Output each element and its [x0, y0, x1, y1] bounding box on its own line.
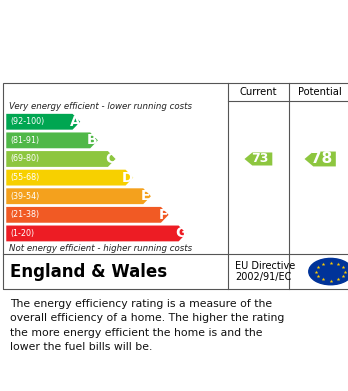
Text: E: E: [141, 189, 150, 203]
Text: G: G: [175, 226, 187, 240]
Text: (81-91): (81-91): [10, 136, 40, 145]
Text: D: D: [122, 170, 134, 185]
Text: England & Wales: England & Wales: [10, 263, 168, 281]
Polygon shape: [6, 226, 186, 241]
Text: (69-80): (69-80): [10, 154, 40, 163]
Text: Potential: Potential: [298, 87, 342, 97]
Text: A: A: [70, 115, 80, 129]
Text: F: F: [158, 208, 168, 222]
Text: Energy Efficiency Rating: Energy Efficiency Rating: [14, 32, 243, 50]
Polygon shape: [6, 207, 168, 223]
Text: (21-38): (21-38): [10, 210, 40, 219]
Circle shape: [309, 258, 348, 285]
Text: (55-68): (55-68): [10, 173, 40, 182]
Polygon shape: [244, 152, 272, 165]
Text: (92-100): (92-100): [10, 117, 45, 126]
Polygon shape: [6, 151, 116, 167]
Polygon shape: [6, 114, 80, 130]
Text: Very energy efficient - lower running costs: Very energy efficient - lower running co…: [9, 102, 192, 111]
Text: B: B: [87, 133, 98, 147]
Polygon shape: [6, 188, 151, 204]
Text: The energy efficiency rating is a measure of the
overall efficiency of a home. T: The energy efficiency rating is a measur…: [10, 299, 285, 352]
Polygon shape: [6, 133, 98, 148]
Text: (1-20): (1-20): [10, 229, 34, 238]
Text: (39-54): (39-54): [10, 192, 40, 201]
Text: 73: 73: [252, 152, 269, 165]
Text: EU Directive
2002/91/EC: EU Directive 2002/91/EC: [235, 261, 295, 282]
Text: C: C: [105, 152, 115, 166]
Polygon shape: [6, 170, 133, 185]
Text: 78: 78: [311, 151, 333, 167]
Text: Current: Current: [240, 87, 277, 97]
Polygon shape: [304, 152, 336, 167]
Text: Not energy efficient - higher running costs: Not energy efficient - higher running co…: [9, 244, 192, 253]
